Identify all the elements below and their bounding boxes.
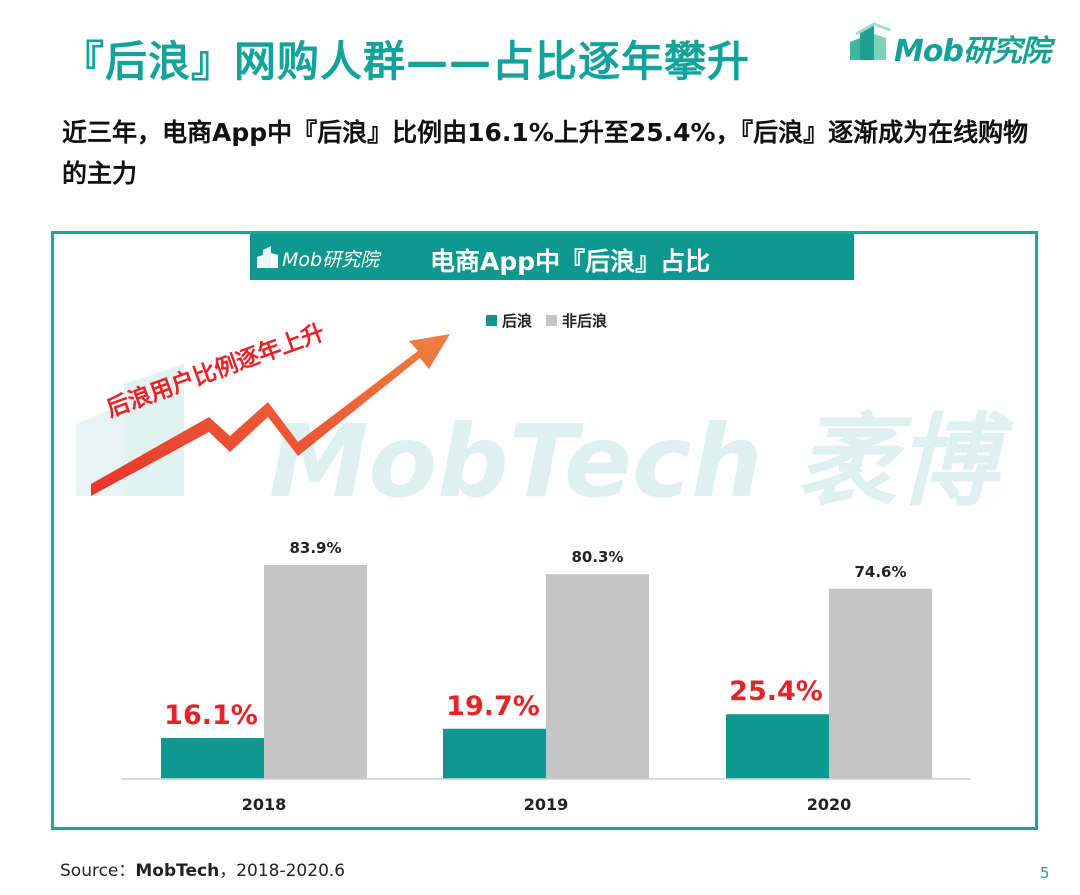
bar-fei-houlang-2018	[264, 565, 367, 779]
building-icon	[257, 246, 278, 268]
data-label-fei-houlang-2019: 80.3%	[571, 548, 623, 566]
data-label-houlang-2020: 25.4%	[729, 676, 823, 707]
bar-fei-houlang-2019	[546, 574, 649, 779]
legend-swatch	[546, 315, 557, 326]
x-tick-label-2018: 2018	[242, 795, 287, 814]
data-label-houlang-2018: 16.1%	[164, 700, 258, 731]
chart-svg: MobTech 袤博 后浪用户比例逐年上升 后浪 非后浪 16.1%83.9%19…	[76, 312, 1014, 814]
bar-fei-houlang-2020	[829, 588, 932, 779]
legend-label: 非后浪	[562, 312, 607, 330]
chart-title-bar: Mob研究院 电商App中『后浪』占比	[250, 234, 854, 280]
source-prefix: Source：	[60, 861, 136, 881]
data-label-houlang-2019: 19.7%	[446, 691, 540, 722]
source-name: MobTech	[135, 861, 220, 881]
page-title: 『后浪』网购人群——占比逐年攀升	[62, 37, 751, 86]
x-tick-label-2020: 2020	[807, 795, 852, 814]
chart-panel: MobTech 袤博 后浪用户比例逐年上升 后浪 非后浪 16.1% 83.9% 19…	[51, 231, 1038, 830]
legend-swatch	[486, 315, 497, 326]
chart-title: 电商App中『后浪』占比	[430, 247, 711, 276]
watermark-text: MobTech 袤博	[269, 403, 1014, 520]
trend-arrow-icon	[91, 334, 450, 496]
data-label-fei-houlang-2018: 83.9%	[289, 539, 341, 557]
building-icon	[850, 22, 891, 60]
x-tick-label-2019: 2019	[524, 795, 569, 814]
bar-houlang-2020	[726, 714, 829, 779]
source-note: Source：MobTech，2018-2020.6	[60, 856, 345, 881]
bar-houlang-2019	[443, 728, 546, 779]
page-number: 5	[1040, 864, 1050, 882]
subtitle: 近三年，电商App中『后浪』比例由16.1%上升至25.4%，『后浪』逐渐成为在…	[62, 118, 1029, 188]
chart-logo: Mob研究院	[256, 244, 396, 272]
brand-logo: Mob研究院	[848, 20, 1060, 70]
source-suffix: ，2018-2020.6	[219, 861, 346, 881]
bar-houlang-2018	[161, 737, 264, 779]
legend-label: 后浪	[502, 312, 532, 330]
data-label-fei-houlang-2020: 74.6%	[854, 563, 906, 581]
brand-text: Mob研究院	[894, 34, 1051, 69]
chart-logo-text: Mob研究院	[282, 249, 380, 271]
